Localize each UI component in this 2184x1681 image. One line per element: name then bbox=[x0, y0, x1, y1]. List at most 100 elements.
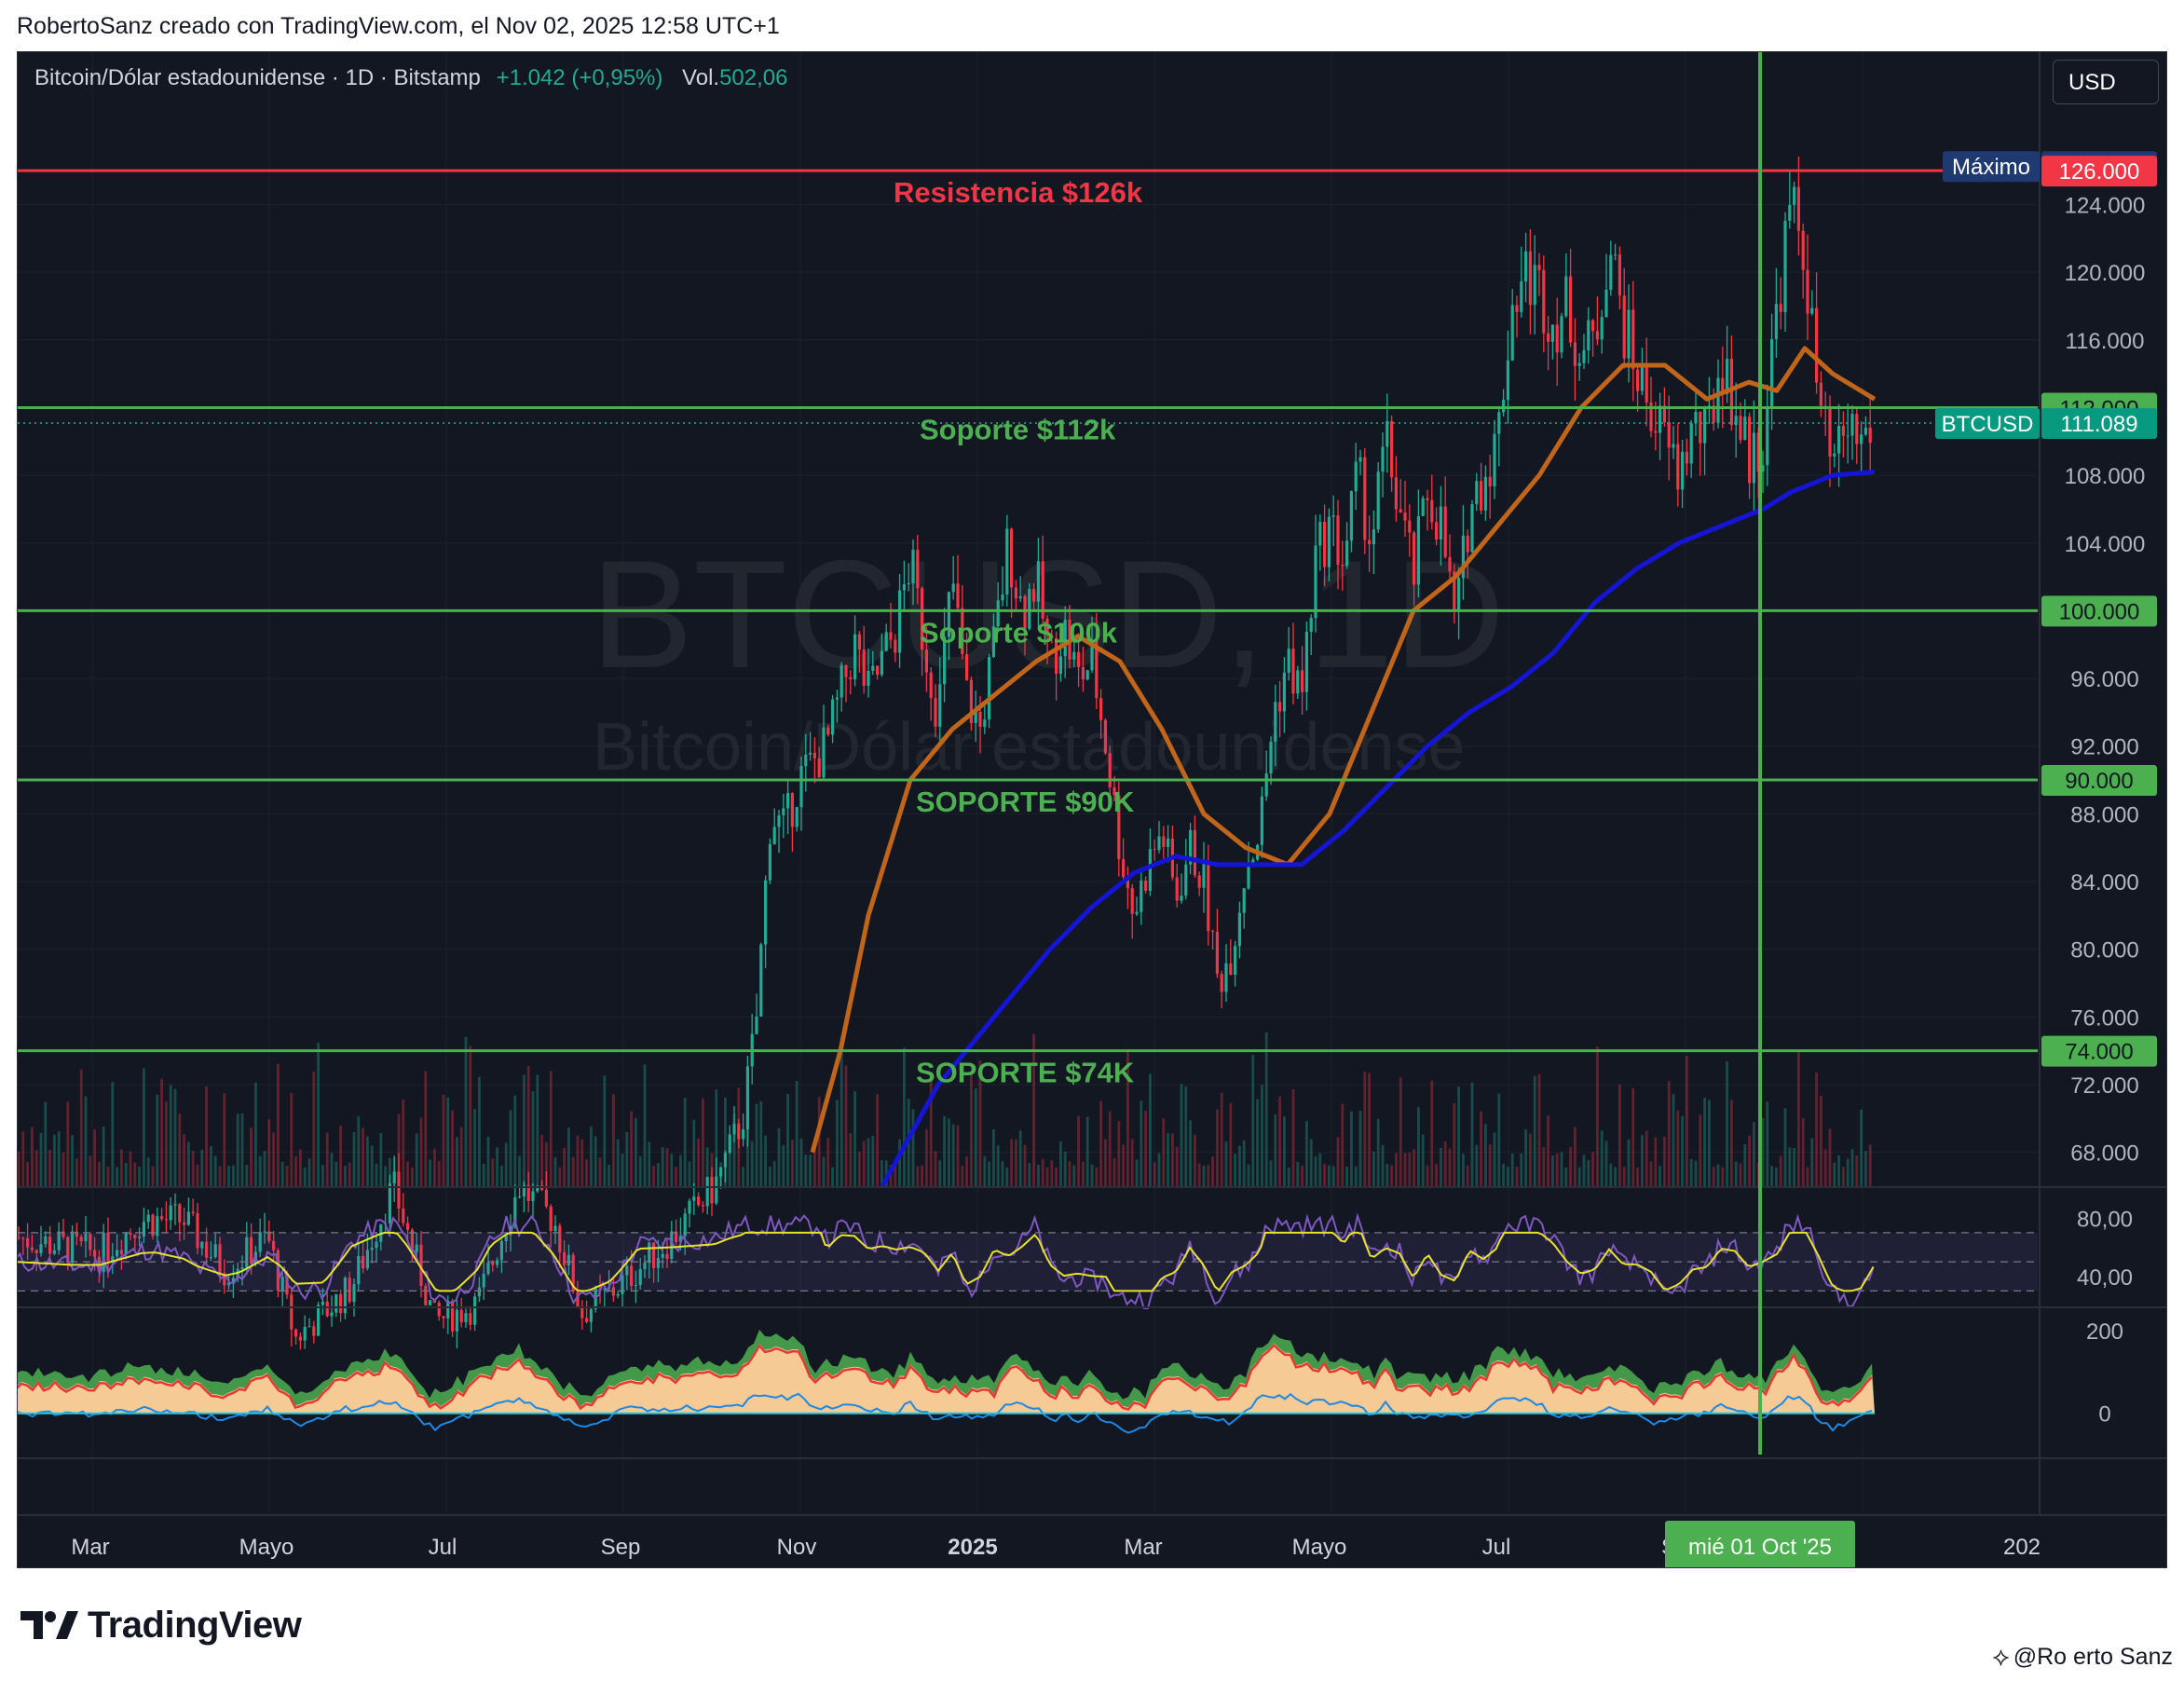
volume-bar bbox=[375, 1163, 378, 1186]
volume-bar bbox=[1028, 1163, 1031, 1186]
volume-bar bbox=[1448, 1148, 1452, 1186]
volume-bar bbox=[791, 1140, 794, 1186]
volume-bar bbox=[66, 1101, 70, 1186]
currency-button[interactable]: USD bbox=[2053, 60, 2159, 104]
candle-body bbox=[742, 1129, 745, 1140]
volume-bar bbox=[1497, 1093, 1501, 1186]
volume-bar bbox=[31, 1127, 34, 1186]
volume-bar bbox=[1842, 1167, 1845, 1186]
volume-bar bbox=[1220, 1092, 1223, 1186]
volume-bar bbox=[344, 1166, 347, 1186]
candle-body bbox=[223, 1273, 226, 1286]
volume-bar bbox=[245, 1165, 249, 1186]
candle-body bbox=[1287, 649, 1290, 673]
volume-label: Vol. bbox=[682, 65, 720, 90]
candle-body bbox=[111, 1256, 115, 1262]
volume-bar bbox=[1828, 1128, 1832, 1186]
volume-bar bbox=[280, 1161, 284, 1186]
volume-bar bbox=[267, 1119, 271, 1186]
volume-bar bbox=[1001, 1161, 1004, 1186]
candle-body bbox=[1318, 521, 1322, 546]
volume-bar bbox=[1041, 1158, 1044, 1186]
volume-bar bbox=[1533, 1075, 1536, 1186]
volume-bar bbox=[1345, 1166, 1348, 1186]
volume-bar bbox=[1063, 1152, 1067, 1186]
rsi-tick-label: 80,00 bbox=[2077, 1207, 2133, 1232]
candle-body bbox=[186, 1211, 190, 1225]
candle-body bbox=[683, 1213, 687, 1237]
volume-bar bbox=[921, 1165, 923, 1186]
volume-bar bbox=[93, 1129, 96, 1186]
tradingview-logo[interactable]: TradingView bbox=[20, 1599, 302, 1651]
candle-body bbox=[330, 1312, 334, 1317]
price-chart[interactable]: BTCUSD, 1D Bitcoin/Dólar estadounidense R… bbox=[18, 52, 2167, 1568]
volume-bar bbox=[1358, 1111, 1362, 1186]
candle-body bbox=[790, 793, 794, 827]
volume-bar bbox=[1462, 1154, 1465, 1186]
candle-body bbox=[124, 1233, 128, 1254]
volume-bar bbox=[1484, 1124, 1487, 1186]
volume-bar bbox=[853, 1091, 856, 1186]
volume-bar bbox=[772, 1161, 776, 1186]
volume-bar bbox=[1023, 1144, 1027, 1186]
volume-bar bbox=[625, 1132, 629, 1186]
candle-body bbox=[1090, 640, 1094, 671]
candle-body bbox=[817, 758, 821, 778]
volume-bar bbox=[616, 1139, 620, 1186]
chart-frame[interactable]: BTCUSD, 1D Bitcoin/Dólar estadounidense R… bbox=[17, 51, 2167, 1568]
candle-body bbox=[652, 1242, 656, 1268]
candle-body bbox=[1493, 433, 1496, 487]
volume-bar bbox=[988, 1161, 990, 1186]
oscillator-pane bbox=[18, 1306, 2166, 1459]
volume-bar bbox=[1453, 1102, 1456, 1186]
candle-body bbox=[178, 1204, 182, 1223]
candle-body bbox=[692, 1196, 696, 1201]
candle-body bbox=[106, 1232, 110, 1262]
volume-bar bbox=[576, 1135, 580, 1186]
candle-body bbox=[196, 1212, 199, 1249]
volume-bar bbox=[1417, 1107, 1420, 1186]
price-tick-label: 120.000 bbox=[2065, 261, 2146, 286]
volume-value: 502,06 bbox=[719, 65, 788, 90]
symbol-legend[interactable]: Bitcoin/Dólar estadounidense · 1D · Bits… bbox=[34, 65, 787, 91]
price-label-value: 74.000 bbox=[2065, 1040, 2133, 1065]
candle-body bbox=[473, 1296, 477, 1325]
candle-body bbox=[710, 1177, 714, 1204]
volume-bar bbox=[89, 1155, 92, 1186]
volume-bar bbox=[594, 1136, 597, 1186]
volume-bar bbox=[397, 1114, 401, 1186]
candle-body bbox=[34, 1250, 38, 1253]
candle-body bbox=[728, 1134, 731, 1154]
volume-bar bbox=[419, 1117, 423, 1186]
volume-bar bbox=[1493, 1132, 1496, 1186]
candle-body bbox=[965, 654, 969, 680]
candle-body bbox=[1144, 881, 1148, 891]
volume-bar bbox=[1005, 1167, 1009, 1186]
volume-bar bbox=[750, 1141, 754, 1186]
candle-body bbox=[285, 1277, 289, 1295]
volume-bar bbox=[330, 1153, 334, 1186]
volume-bar bbox=[1730, 1100, 1733, 1186]
candle-body bbox=[1560, 316, 1563, 353]
ma-fast-line bbox=[810, 346, 1877, 1154]
volume-bar bbox=[1734, 1161, 1738, 1186]
volume-bar bbox=[1256, 1099, 1259, 1186]
candle-body bbox=[469, 1313, 472, 1325]
volume-bar bbox=[513, 1095, 517, 1186]
candle-body bbox=[1555, 324, 1559, 353]
candle-body bbox=[1801, 230, 1805, 270]
volume-bar bbox=[1090, 1164, 1094, 1186]
volume-bar bbox=[813, 1141, 816, 1186]
volume-bar bbox=[469, 1046, 472, 1186]
candle-body bbox=[795, 807, 799, 827]
volume-bar bbox=[670, 1154, 674, 1186]
candle-body bbox=[1703, 406, 1707, 444]
volume-bar bbox=[1153, 1162, 1156, 1186]
volume-bar bbox=[48, 1150, 51, 1186]
volume-bar bbox=[1336, 1137, 1340, 1186]
volume-bar bbox=[325, 1132, 329, 1186]
volume-bar bbox=[1488, 1144, 1492, 1186]
candle-body bbox=[325, 1301, 329, 1317]
volume-bar bbox=[598, 1157, 602, 1186]
candle-body bbox=[30, 1247, 34, 1250]
